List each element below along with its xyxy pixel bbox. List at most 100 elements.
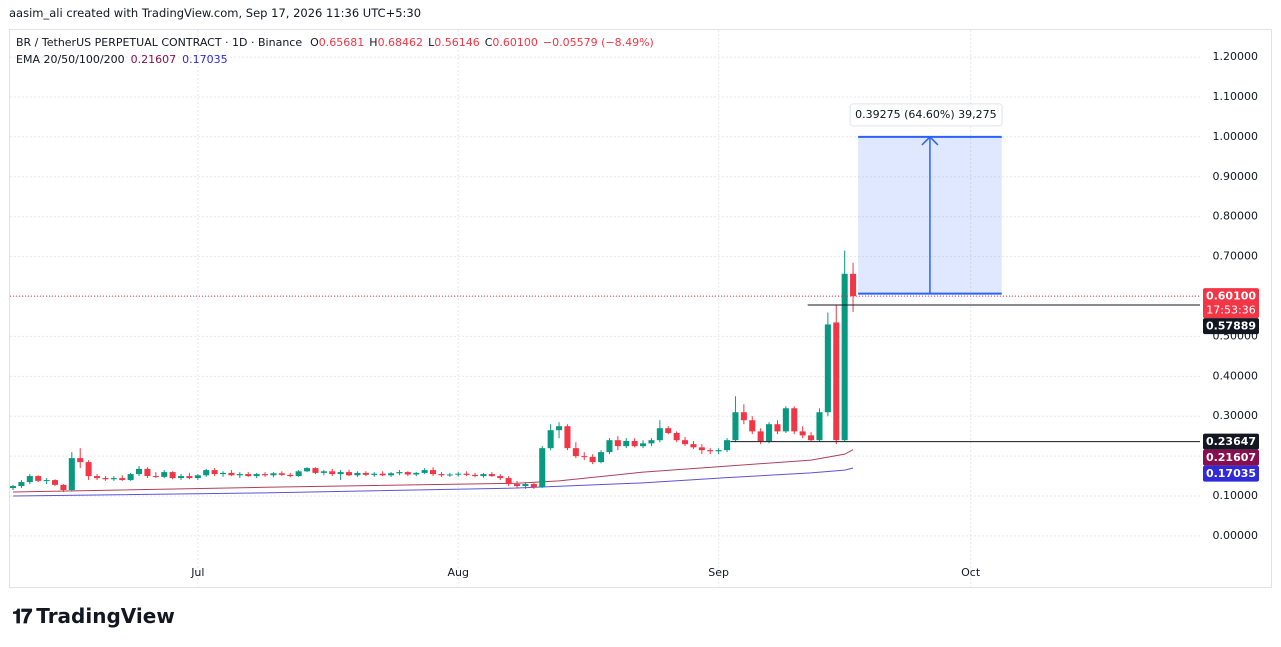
x-tick-label: Oct — [961, 566, 981, 579]
candle-body — [161, 472, 168, 477]
candle-body — [404, 472, 411, 475]
candle-body — [589, 456, 596, 463]
candle-body — [329, 471, 336, 475]
candle-body — [320, 471, 327, 473]
candle-body — [194, 475, 201, 479]
candle-body — [52, 480, 59, 485]
y-tick-label: 1.20000 — [1213, 50, 1259, 63]
candle-body — [144, 468, 151, 477]
indicator-values: 0.21607 0.17035 — [125, 53, 228, 66]
candle-body — [304, 468, 311, 472]
candle-body — [396, 472, 403, 474]
candle-body — [127, 474, 134, 481]
candle-body — [94, 476, 101, 479]
candle-body — [337, 472, 344, 475]
candle-body — [539, 448, 546, 488]
candle-body — [749, 420, 756, 432]
candle-body — [606, 440, 613, 453]
candle-body — [556, 426, 563, 431]
candle-body — [18, 482, 25, 487]
countdown-label: 17:53:36 — [1206, 304, 1255, 317]
candle-body — [136, 468, 143, 475]
candle-body — [564, 426, 571, 449]
candle-body — [413, 472, 420, 475]
ohlc-key: O — [310, 36, 319, 49]
candle-body — [68, 458, 75, 491]
candle-body — [430, 470, 437, 475]
price-axis-label: 0.17035 — [1206, 467, 1256, 480]
x-tick-label: Jul — [190, 566, 204, 579]
y-tick-label: 0.30000 — [1213, 409, 1259, 422]
candle-body — [85, 462, 92, 477]
price-axis-label-box — [1203, 288, 1259, 319]
candle-body — [270, 473, 277, 476]
candle-body — [262, 474, 269, 476]
candle-body — [228, 472, 235, 476]
indicator: EMA 20/50/100/200 — [16, 53, 125, 66]
indicator-value: 0.21607 — [130, 53, 177, 66]
indicator-value: 0.17035 — [182, 53, 228, 66]
candle-body — [816, 412, 823, 441]
x-tick-label: Sep — [708, 566, 729, 579]
ema-line — [13, 449, 854, 493]
price-axis-label: 0.23647 — [1206, 435, 1256, 448]
candle-body — [472, 474, 479, 477]
y-tick-label: 0.10000 — [1213, 489, 1259, 502]
candle-body — [354, 472, 361, 476]
ema-line — [13, 467, 854, 497]
y-tick-label: 1.10000 — [1213, 90, 1259, 103]
y-tick-label: 1.00000 — [1213, 130, 1259, 143]
candle-body — [581, 456, 588, 458]
candle-body — [631, 440, 638, 447]
candle-body — [640, 443, 647, 447]
price-axis-label-box — [1203, 465, 1259, 482]
candle-body — [841, 273, 848, 441]
candle-body — [26, 476, 33, 483]
ohlc: O0.65681 H0.68462 L0.56146 C0.60100 — [302, 36, 543, 49]
candle-body — [312, 468, 319, 473]
ohlc-key: H — [369, 36, 378, 49]
candle-body — [782, 408, 789, 432]
symbol-title: BR / TetherUS PERPETUAL CONTRACT · 1D · … — [16, 36, 303, 49]
price-axis-label: 0.21607 — [1206, 451, 1256, 464]
logo-text: TradingView — [36, 604, 175, 628]
candle-body — [824, 324, 831, 413]
candle-body — [203, 470, 210, 476]
candle-body — [102, 478, 109, 480]
candle-body — [690, 444, 697, 448]
candle-body — [808, 435, 815, 441]
y-tick-label: 0.70000 — [1213, 250, 1259, 263]
y-tick-label: 0.40000 — [1213, 369, 1259, 382]
candle-body — [371, 473, 378, 475]
candle-body — [850, 273, 857, 297]
candle-body — [169, 472, 176, 479]
candle-body — [178, 476, 185, 479]
candle-body — [119, 478, 126, 481]
candle-body — [715, 450, 722, 452]
candle-body — [287, 474, 294, 477]
ohlc-key: C — [484, 36, 493, 49]
price-axis-label: 0.57889 — [1206, 320, 1256, 333]
candle-body — [623, 440, 630, 447]
candle-body — [211, 470, 218, 475]
candle-body — [463, 473, 470, 475]
candle-body — [186, 476, 193, 479]
ohlc-value: 0.68462 — [377, 36, 424, 49]
candle-body — [614, 440, 621, 447]
candle-body — [497, 476, 504, 479]
candle-body — [253, 474, 260, 477]
price-axis-label-box — [1203, 449, 1259, 466]
candle-body — [35, 476, 42, 481]
logo-icon: 𝟏𝟕 — [12, 604, 32, 628]
candle-body — [656, 428, 663, 441]
price-axis-label-box — [1203, 433, 1259, 450]
candle-body — [740, 412, 747, 421]
watermark: aasim_ali created with TradingView.com, … — [9, 6, 422, 20]
chart-frame — [9, 29, 1272, 588]
candle-body — [505, 478, 512, 485]
y-tick-label: 0.00000 — [1213, 529, 1259, 542]
candle-body — [295, 471, 302, 477]
candle-body — [547, 430, 554, 449]
candle-body — [682, 440, 689, 445]
